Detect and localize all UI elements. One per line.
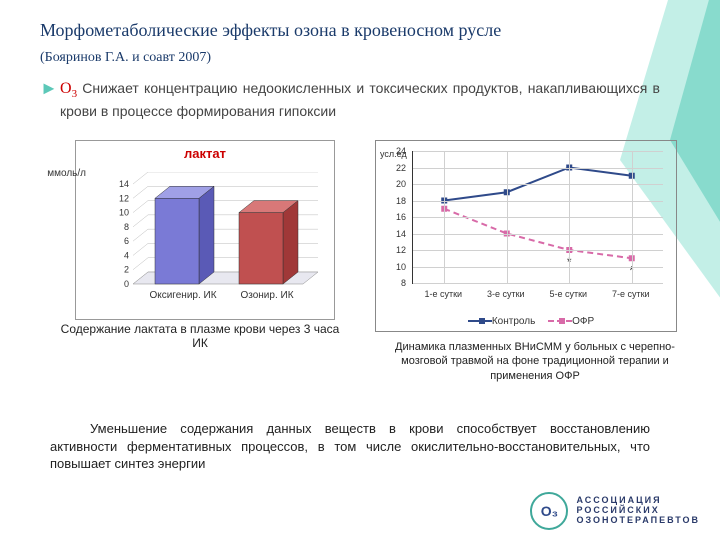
logo-icon: O₃ — [530, 492, 568, 530]
bullet-marker: ► — [40, 78, 58, 99]
o3-label: O3 — [60, 80, 77, 97]
bottom-text: Уменьшение содержания данных веществ в к… — [50, 420, 650, 473]
line-chart: усл.ед ** 81012141618202224 1-е сутки3-е… — [375, 140, 677, 332]
title-sub: (Бояринов Г.А. и соавт 2007) — [40, 50, 211, 65]
page-title: Морфометаболические эффекты озона в кров… — [40, 18, 670, 68]
logo-text: АССОЦИАЦИЯ РОССИЙСКИХ ОЗОНОТЕРАПЕВТОВ — [576, 496, 700, 526]
bar-chart-svg: 0 2 4 6 8 10 12 14 Оксигенир. ИК Озонир. ИК — [113, 172, 321, 300]
bar-chart-title: лактат — [75, 146, 335, 161]
footer-logo: O₃ АССОЦИАЦИЯ РОССИЙСКИХ ОЗОНОТЕРАПЕВТОВ — [530, 492, 700, 530]
line-chart-legend: Контроль ОФР — [376, 316, 676, 327]
bar-chart-caption: Содержание лактата в плазме крови через … — [60, 322, 340, 351]
bar-chart: лактат ммоль/л 02468101214 Оксигенир. ИК… — [75, 140, 335, 320]
svg-text:4: 4 — [124, 250, 129, 260]
svg-text:Озонир. ИК: Озонир. ИК — [240, 290, 293, 300]
title-main: Морфометаболические эффекты озона в кров… — [40, 20, 501, 40]
bar-chart-ylabel: ммоль/л — [31, 168, 86, 179]
svg-text:10: 10 — [119, 208, 129, 218]
svg-text:6: 6 — [124, 236, 129, 246]
svg-text:Оксигенир. ИК: Оксигенир. ИК — [149, 290, 216, 300]
line-chart-caption: Динамика плазменных ВНиСММ у больных с ч… — [395, 340, 675, 383]
lead-text: O3 Снижает концентрацию недоокисленных и… — [60, 78, 660, 121]
svg-text:8: 8 — [124, 222, 129, 232]
svg-text:14: 14 — [119, 179, 129, 189]
svg-text:12: 12 — [119, 193, 129, 203]
svg-text:0: 0 — [124, 279, 129, 289]
svg-text:2: 2 — [124, 265, 129, 275]
